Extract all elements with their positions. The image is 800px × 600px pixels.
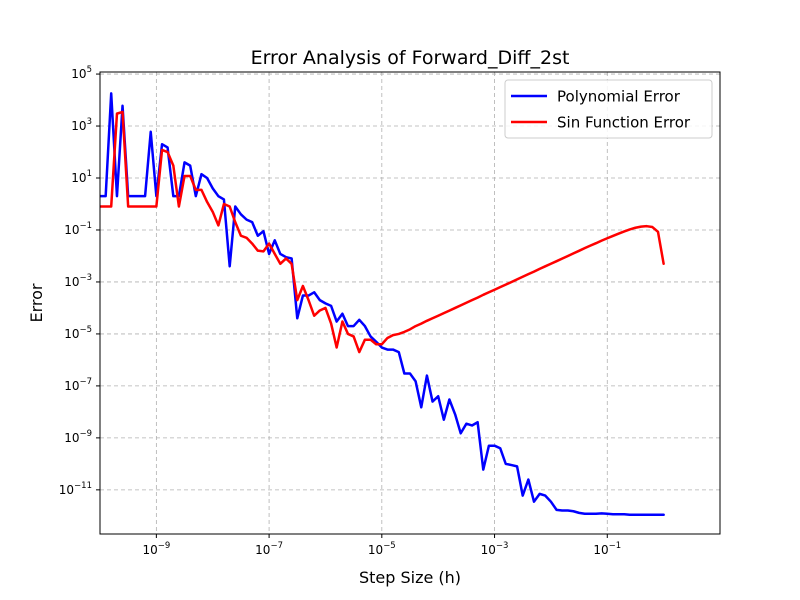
y-tick-label: 10−9 xyxy=(64,429,92,445)
x-tick-label: 10−5 xyxy=(368,541,396,557)
y-tick-label: 10−5 xyxy=(64,325,92,341)
x-tick-label: 10−1 xyxy=(593,541,621,557)
grid-lines xyxy=(100,72,720,534)
x-tick-label: 10−3 xyxy=(481,541,509,557)
y-tick-label: 101 xyxy=(71,169,92,185)
series-line-sin-function-error xyxy=(100,110,665,354)
y-tick-label: 10−7 xyxy=(64,377,92,393)
legend-label-polynomial: Polynomial Error xyxy=(557,88,681,106)
y-tick-label: 10−11 xyxy=(59,481,92,497)
plot-frame xyxy=(99,71,721,535)
legend-label-sin: Sin Function Error xyxy=(557,114,691,132)
y-tick-label: 10−3 xyxy=(64,273,92,289)
y-tick-label: 105 xyxy=(71,65,92,81)
y-tick-label: 103 xyxy=(71,117,92,133)
chart-title: Error Analysis of Forward_Diff_2st xyxy=(251,47,570,69)
legend: Polynomial Error Sin Function Error xyxy=(504,79,713,139)
x-tick-label: 10−7 xyxy=(255,541,283,557)
axis-ticks: 10−9 10−7 10−5 10−3 10−1 105 103 101 10−1 10−3 10−… xyxy=(59,65,621,557)
legend-box xyxy=(504,79,713,139)
x-tick-label: 10−9 xyxy=(142,541,170,557)
plot-series xyxy=(100,92,665,517)
y-axis-label: Error xyxy=(27,283,46,322)
x-axis-label: Step Size (h) xyxy=(359,568,461,587)
y-tick-label: 10−1 xyxy=(64,221,92,237)
